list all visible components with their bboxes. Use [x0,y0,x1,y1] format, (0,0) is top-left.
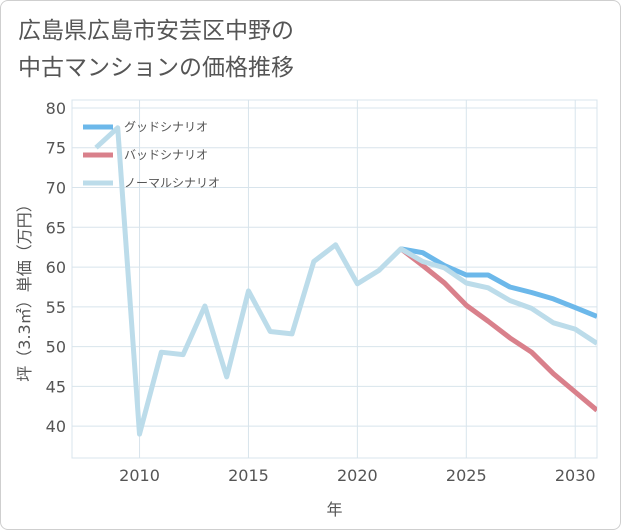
series-line-normal [94,125,597,437]
y-tick-label: 60 [46,258,66,277]
plot-area [71,99,598,459]
y-tick-label: 45 [46,377,66,396]
x-tick-label: 2030 [555,466,596,485]
x-tick-label: 2020 [337,466,378,485]
title-line-2: 中古マンションの価格推移 [18,55,294,81]
y-axis-title: 坪（3.3㎡）単価（万円） [15,196,34,381]
y-tick-label: 65 [46,218,66,237]
series-line-good [400,246,597,319]
y-tick-label: 80 [46,99,66,118]
y-tick-label: 55 [46,298,66,317]
y-tick-label: 70 [46,179,66,198]
legend-label-good: グッドシナリオ [124,120,208,134]
title-line-1: 広島県広島市安芸区中野の [18,18,294,44]
legend-label-normal: ノーマルシナリオ [124,176,220,190]
x-tick-label: 2015 [228,466,269,485]
legend-label-bad: バッドシナリオ [124,148,208,162]
x-tick-label: 2025 [446,466,487,485]
page-title: 広島県広島市安芸区中野の 中古マンションの価格推移 [18,13,294,87]
series-line-bad [399,246,597,413]
y-tick-label: 75 [46,139,66,158]
x-tick-label: 2010 [119,466,160,485]
x-axis-title: 年 [326,500,342,519]
y-tick-label: 40 [46,417,66,436]
y-tick-label: 50 [46,338,66,357]
